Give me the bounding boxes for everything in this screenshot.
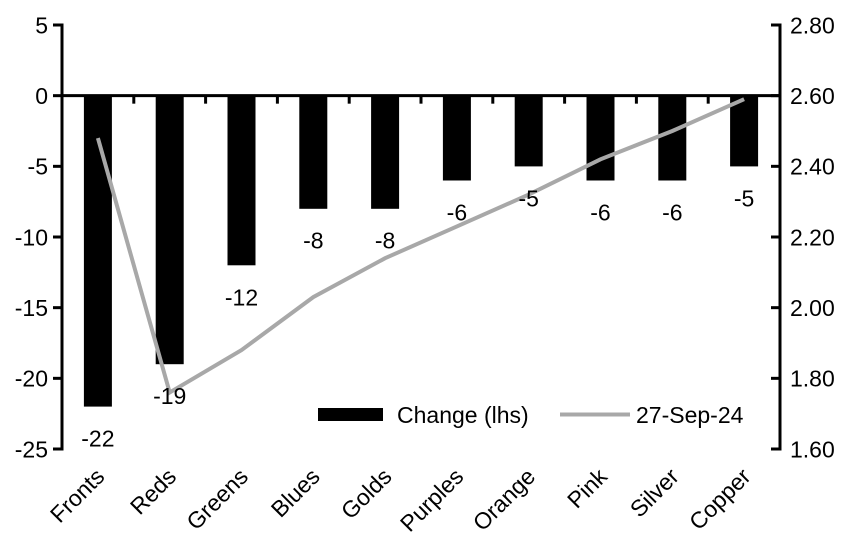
right-axis-tick-label: 2.00 — [790, 295, 835, 321]
legend-line-label: 27-Sep-24 — [636, 402, 744, 428]
left-axis-tick-label: -10 — [15, 224, 48, 250]
bar-purples — [442, 95, 471, 181]
category-label-pink: Pink — [562, 463, 612, 513]
bar-blues — [299, 95, 328, 209]
category-label-silver: Silver — [625, 463, 684, 522]
bar-value-label: -5 — [734, 185, 754, 211]
left-axis-tick-label: 5 — [35, 12, 48, 38]
bar-reds — [155, 95, 184, 365]
category-label-orange: Orange — [468, 463, 541, 536]
bar-orange — [514, 95, 543, 167]
bar-copper — [730, 95, 759, 167]
bar-pink — [586, 95, 615, 181]
bar-value-label: -22 — [81, 426, 114, 452]
category-label-reds: Reds — [125, 463, 181, 519]
category-label-golds: Golds — [336, 463, 397, 524]
category-label-purples: Purples — [395, 463, 469, 537]
right-axis-tick-label: 1.80 — [790, 366, 835, 392]
bar-fronts — [83, 95, 112, 407]
line-series-27-sep-24 — [95, 97, 745, 396]
right-axis-tick-label: 2.20 — [790, 224, 835, 250]
bar-value-label: -6 — [447, 200, 467, 226]
left-axis-tick-label: 0 — [35, 83, 48, 109]
right-axis-tick-label: 2.60 — [790, 83, 835, 109]
left-axis-tick-label: -25 — [15, 436, 48, 462]
right-axis-tick-label: 2.40 — [790, 154, 835, 180]
left-axis-tick-label: -20 — [15, 366, 48, 392]
bar-value-label: -19 — [153, 383, 186, 409]
category-label-greens: Greens — [181, 463, 253, 535]
right-axis-tick-label: 2.80 — [790, 12, 835, 38]
bar-golds — [371, 95, 400, 209]
legend-bar-swatch — [318, 408, 383, 421]
bar-value-label: -6 — [590, 200, 610, 226]
category-label-fronts: Fronts — [45, 463, 109, 527]
category-label-copper: Copper — [684, 463, 756, 535]
left-axis-tick-label: -5 — [28, 154, 48, 180]
bar-value-label: -8 — [375, 228, 395, 254]
bar-value-label: -8 — [303, 228, 323, 254]
left-axis-tick-label: -15 — [15, 295, 48, 321]
right-axis-tick-label: 1.60 — [790, 436, 835, 462]
legend-bar-label: Change (lhs) — [397, 402, 529, 428]
bar-value-label: -12 — [225, 284, 258, 310]
category-label-blues: Blues — [266, 463, 325, 522]
bar-silver — [658, 95, 687, 181]
bar-value-label: -5 — [518, 185, 538, 211]
bar-greens — [227, 95, 256, 266]
bar-value-label: -6 — [662, 200, 682, 226]
